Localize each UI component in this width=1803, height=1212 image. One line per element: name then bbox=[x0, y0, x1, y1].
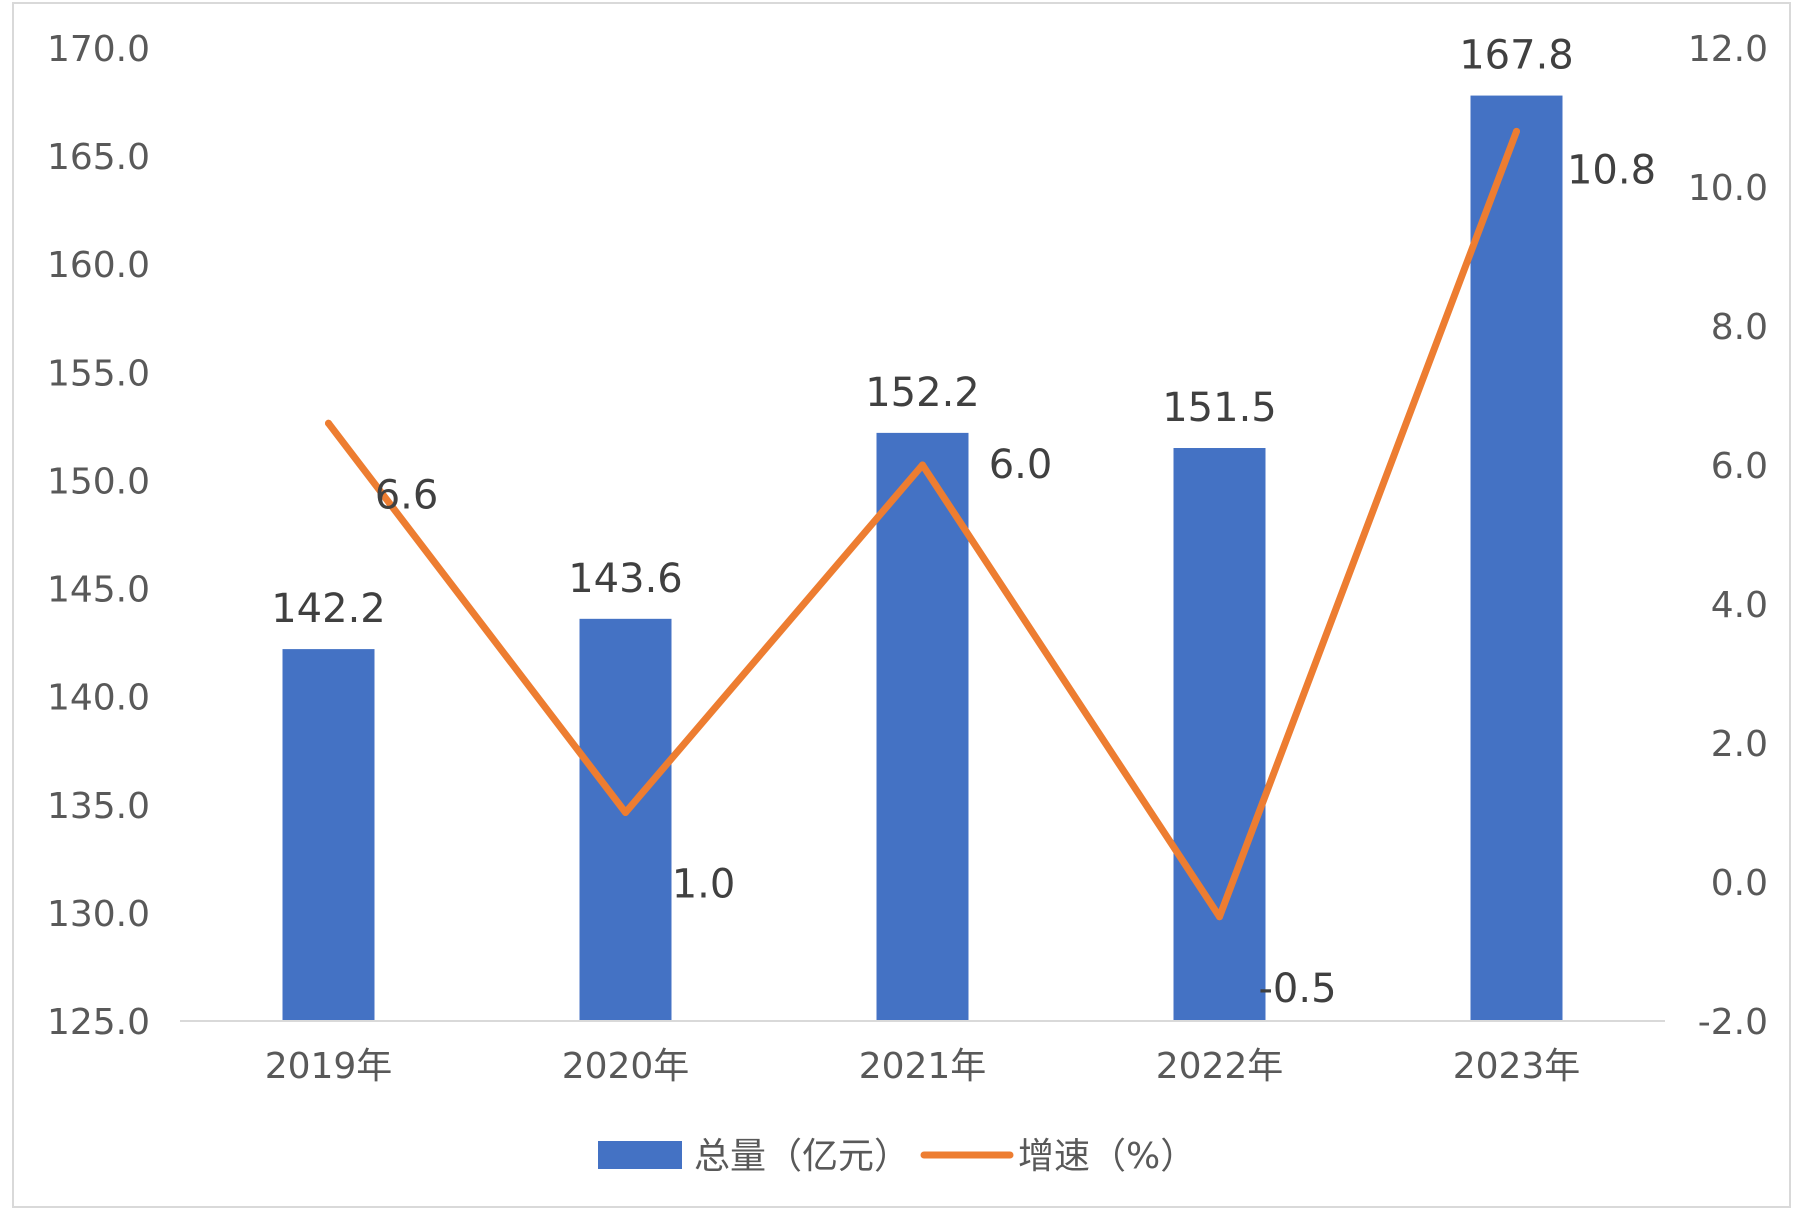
y-left-tick-label: 155.0 bbox=[47, 353, 150, 394]
y-left-tick-label: 135.0 bbox=[47, 786, 150, 827]
bar-data-label: 152.2 bbox=[865, 370, 980, 416]
y-left-tick-label: 170.0 bbox=[47, 29, 150, 70]
y-left-tick-label: 150.0 bbox=[47, 461, 150, 502]
y-left-tick-label: 160.0 bbox=[47, 245, 150, 286]
y-right-tick-label: 8.0 bbox=[1711, 307, 1768, 348]
bar bbox=[1470, 95, 1563, 1021]
bar bbox=[282, 649, 375, 1021]
line-data-label: 1.0 bbox=[672, 862, 736, 908]
y-right-tick-label: 4.0 bbox=[1711, 585, 1768, 626]
x-tick-label: 2019年 bbox=[265, 1046, 393, 1087]
x-tick-label: 2021年 bbox=[859, 1046, 987, 1087]
bar bbox=[1173, 448, 1266, 1021]
bar-data-label: 143.6 bbox=[568, 556, 683, 602]
bar-data-label: 151.5 bbox=[1162, 385, 1277, 431]
bar bbox=[876, 432, 969, 1021]
line-data-label: 6.6 bbox=[375, 472, 439, 518]
line-point bbox=[325, 419, 332, 427]
x-tick-label: 2023年 bbox=[1453, 1046, 1581, 1087]
x-tick-label: 2020年 bbox=[562, 1046, 690, 1087]
y-right-tick-label: 12.0 bbox=[1688, 29, 1768, 70]
x-tick-label: 2022年 bbox=[1156, 1046, 1284, 1087]
y-right-tick-label: 6.0 bbox=[1711, 446, 1768, 487]
y-right-tick-label: 2.0 bbox=[1711, 724, 1768, 765]
line-point bbox=[622, 809, 629, 816]
y-left-tick-label: 145.0 bbox=[47, 570, 150, 611]
bar-data-label: 167.8 bbox=[1459, 33, 1574, 79]
y-left-tick-label: 125.0 bbox=[47, 1002, 150, 1043]
line-data-label: 10.8 bbox=[1567, 147, 1656, 193]
legend-label-line: 增速（%） bbox=[1018, 1136, 1196, 1177]
legend-label-bar: 总量（亿元） bbox=[694, 1136, 910, 1177]
line-data-label: 6.0 bbox=[989, 442, 1053, 488]
y-right-tick-label: 0.0 bbox=[1711, 863, 1768, 904]
y-left-tick-label: 165.0 bbox=[47, 137, 150, 178]
y-right-tick-label: 10.0 bbox=[1688, 168, 1768, 209]
y-left-tick-label: 130.0 bbox=[47, 894, 150, 935]
y-right-tick-label: -2.0 bbox=[1698, 1002, 1768, 1043]
bar-data-label: 142.2 bbox=[271, 586, 386, 632]
bar bbox=[579, 618, 672, 1021]
y-left-tick-label: 140.0 bbox=[47, 678, 150, 719]
line-data-label: -0.5 bbox=[1258, 966, 1336, 1012]
legend-swatch-bar bbox=[598, 1141, 682, 1169]
line-point bbox=[919, 461, 926, 469]
line-point bbox=[1216, 913, 1223, 921]
line-point bbox=[1513, 127, 1520, 135]
